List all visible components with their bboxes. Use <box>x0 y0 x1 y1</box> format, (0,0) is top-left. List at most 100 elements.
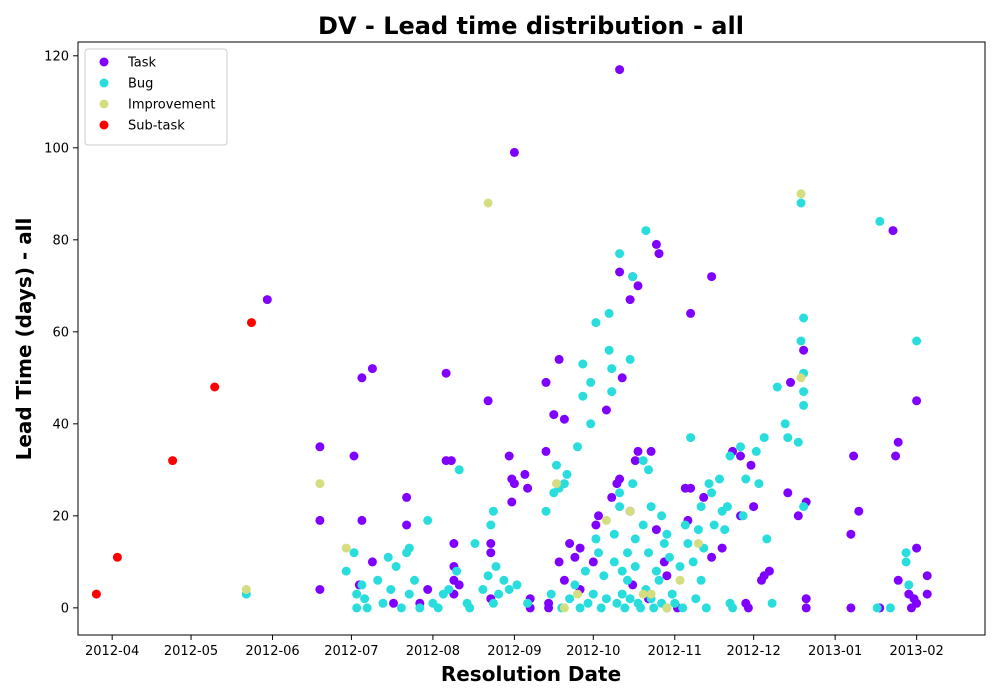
data-point <box>601 405 611 415</box>
legend-marker <box>99 120 109 130</box>
data-point <box>875 216 885 226</box>
data-point <box>415 603 425 613</box>
data-point <box>357 580 367 590</box>
data-point <box>486 520 496 530</box>
data-point <box>617 589 627 599</box>
data-point <box>423 515 433 525</box>
axes-frame <box>77 41 986 636</box>
data-point <box>588 557 598 567</box>
data-point <box>636 603 646 613</box>
legend-box <box>84 48 228 146</box>
data-point <box>609 529 619 539</box>
x-axis-title: Resolution Date <box>441 662 621 686</box>
data-point <box>725 451 735 461</box>
data-point <box>633 446 643 456</box>
data-point <box>483 198 493 208</box>
data-point <box>630 534 640 544</box>
x-tick-label: 2013-02 <box>889 644 943 659</box>
data-point <box>736 451 745 461</box>
data-point <box>509 147 519 157</box>
data-point <box>651 525 661 535</box>
data-point <box>580 566 590 576</box>
data-point <box>657 511 667 521</box>
data-point <box>686 433 696 443</box>
legend-label: Bug <box>128 77 153 92</box>
data-point <box>912 396 922 406</box>
x-tick-label: 2012-04 <box>85 644 139 659</box>
data-point <box>651 566 661 576</box>
data-point <box>449 539 459 548</box>
data-point <box>617 373 627 383</box>
y-axis-title: Lead Time (days) - all <box>12 218 36 461</box>
data-point <box>491 562 501 571</box>
data-point <box>625 295 635 305</box>
data-point <box>586 419 596 429</box>
data-point <box>764 566 774 576</box>
data-point <box>904 580 914 590</box>
data-point <box>615 249 625 259</box>
legend-marker <box>99 78 109 88</box>
data-point <box>541 446 551 456</box>
data-point <box>483 396 493 406</box>
data-point <box>509 479 519 489</box>
data-point <box>751 446 761 456</box>
data-point <box>315 585 325 594</box>
data-point <box>488 598 498 608</box>
data-point <box>746 460 756 470</box>
data-point <box>615 474 625 484</box>
data-point <box>801 603 811 613</box>
data-point <box>367 364 377 374</box>
data-point <box>554 354 564 364</box>
data-point <box>583 598 593 608</box>
data-point <box>686 483 696 493</box>
data-point <box>796 198 806 208</box>
data-point <box>628 479 638 489</box>
data-point <box>454 465 464 475</box>
data-point <box>512 580 522 590</box>
data-point <box>707 272 717 282</box>
data-point <box>352 589 362 599</box>
data-point <box>168 456 178 466</box>
x-tick-label: 2012-06 <box>245 644 299 659</box>
data-point <box>901 548 911 558</box>
y-axis: 0 20 40 60 80 100 120 <box>44 49 78 616</box>
data-point <box>722 502 732 512</box>
data-point <box>693 539 703 548</box>
data-point <box>247 318 256 328</box>
data-point <box>465 603 475 613</box>
data-point <box>494 589 504 599</box>
data-point <box>315 442 325 452</box>
data-point <box>659 539 669 548</box>
x-tick-label: 2013-01 <box>808 644 862 659</box>
data-point <box>654 575 664 585</box>
data-point <box>667 589 677 599</box>
data-point <box>704 479 714 489</box>
data-point <box>644 465 653 475</box>
data-point <box>588 589 598 599</box>
data-point <box>728 603 738 613</box>
data-point <box>693 525 703 535</box>
data-point <box>575 543 585 553</box>
data-point <box>799 387 809 397</box>
legend-label: Task <box>127 56 157 71</box>
data-point <box>885 603 895 613</box>
data-point <box>609 557 619 567</box>
data-point <box>612 598 622 608</box>
data-point <box>625 506 635 516</box>
data-point <box>793 437 803 447</box>
data-point <box>599 571 609 581</box>
data-point <box>762 534 772 544</box>
data-point <box>912 336 922 346</box>
data-point <box>410 575 419 585</box>
data-point <box>573 589 582 599</box>
data-point <box>796 336 806 346</box>
legend-marker <box>99 99 109 109</box>
data-point <box>315 479 325 489</box>
data-point <box>646 589 656 599</box>
y-tick-label: 80 <box>52 233 69 248</box>
data-point <box>615 488 625 498</box>
data-point <box>793 511 803 521</box>
plot-area <box>91 65 932 613</box>
data-point <box>373 575 383 585</box>
data-point <box>662 529 672 539</box>
